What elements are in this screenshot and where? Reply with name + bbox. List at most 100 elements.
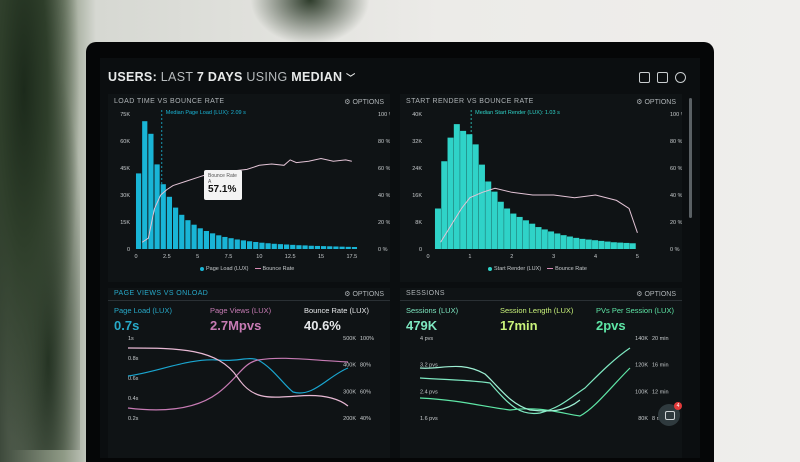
- options-button[interactable]: OPTIONS: [344, 290, 384, 298]
- chat-button[interactable]: 4: [658, 402, 682, 426]
- y2-tick-label: 140K: [635, 336, 648, 342]
- chart-bar: [585, 239, 592, 249]
- y-tick-label: 2.4 pvs: [420, 389, 438, 395]
- legend-item: Start Render (LUX): [494, 266, 542, 272]
- chart-bar: [541, 229, 548, 249]
- chart-bar: [497, 201, 504, 249]
- chart-bar: [441, 161, 448, 249]
- chart-bar: [320, 246, 327, 249]
- monitor-icon[interactable]: [639, 72, 650, 83]
- options-button[interactable]: OPTIONS: [344, 98, 384, 106]
- chart-bar: [166, 196, 173, 249]
- chart-bar: [333, 246, 339, 249]
- y-tick-label: 60K: [120, 139, 130, 145]
- tooltip-value: 57.1%: [208, 184, 237, 195]
- y2-tick-label: 80 %: [378, 139, 390, 145]
- y-tick-label: 8K: [415, 220, 422, 226]
- metric-value: 17min: [500, 318, 538, 333]
- chart-bar: [485, 181, 492, 249]
- chart-bar: [283, 244, 290, 249]
- legend-swatch: [547, 268, 554, 270]
- y-tick-label: 3.2 pvs: [420, 363, 438, 369]
- x-tick-label: 3: [552, 254, 555, 260]
- chevron-down-icon[interactable]: ﹀: [346, 73, 356, 83]
- metric-label: Page Views (LUX): [210, 306, 272, 315]
- x-tick-label: 5: [196, 254, 199, 260]
- chart-bar: [472, 144, 479, 249]
- chart-bar: [447, 137, 454, 249]
- chart-bar: [216, 235, 222, 249]
- chart-bar: [191, 224, 197, 249]
- chart-bar: [259, 242, 265, 249]
- chart-bar: [548, 231, 555, 249]
- scrollbar[interactable]: [689, 98, 692, 218]
- y2-tick-label: 60 %: [378, 166, 390, 172]
- y-tick-label: 0.4s: [128, 396, 139, 402]
- y-tick-label: 1s: [128, 336, 134, 342]
- page-views-panel: PAGE VIEWS VS ONLOAD OPTIONS Page Load (…: [108, 288, 390, 458]
- options-button[interactable]: OPTIONS: [636, 290, 676, 298]
- y-tick-label: 16K: [412, 193, 422, 199]
- options-button[interactable]: OPTIONS: [636, 98, 676, 106]
- y3-tick-label: 60%: [360, 389, 371, 395]
- y3-tick-label: 16 min: [652, 363, 669, 369]
- chart-bar: [246, 241, 253, 249]
- x-tick-label: 0: [134, 254, 137, 260]
- chart-bar: [253, 241, 259, 249]
- chart-bar: [135, 173, 142, 249]
- chart-bar: [172, 207, 179, 249]
- y2-tick-label: 400K: [343, 363, 356, 369]
- metric-label: Page Load (LUX): [114, 306, 172, 315]
- x-tick-label: 2: [510, 254, 513, 260]
- y3-tick-label: 12 min: [652, 389, 669, 395]
- help-icon[interactable]: [675, 72, 686, 83]
- title-aggregate: MEDIAN: [291, 70, 343, 84]
- metric-value: 40.6%: [304, 318, 341, 333]
- chart-bar: [554, 233, 561, 249]
- chart-bar: [308, 245, 314, 249]
- chart-bar: [327, 246, 333, 249]
- load-time-chart: 75K 100 % 60K 80 % 45K 60 % 30K 40 % 15K 20 % 0 0 %…: [120, 110, 390, 260]
- chart-bar: [234, 239, 240, 249]
- chart-bar: [185, 220, 191, 249]
- chart-bar: [510, 213, 517, 249]
- sessions-chart: 4 pvs 3.2 pvs 2.4 pvs 1.6 pvs 140K 20 min 120K…: [419, 336, 669, 422]
- series-line: [419, 367, 631, 417]
- legend-item: Bounce Rate: [262, 266, 295, 272]
- chart-bar: [535, 227, 542, 249]
- background-plant: [0, 0, 80, 450]
- chart-bar: [566, 236, 573, 249]
- dashboard-screen: USERS: LAST 7 DAYS USING MEDIAN ﹀ LOAD T…: [100, 58, 700, 458]
- legend-swatch: [254, 268, 261, 270]
- chart-bar: [504, 208, 511, 249]
- y-tick-label: 0.8s: [128, 356, 139, 362]
- legend-swatch: [200, 266, 204, 271]
- y2-tick-label: 100 %: [670, 112, 682, 118]
- y-tick-label: 0.6s: [128, 376, 139, 382]
- series-line: [127, 357, 349, 411]
- y2-tick-label: 20 %: [670, 220, 682, 226]
- series-line: [419, 347, 631, 415]
- chart-bar: [314, 245, 321, 249]
- metric-label: Sessions (LUX): [406, 306, 459, 315]
- metric-label: Bounce Rate (LUX): [304, 306, 370, 315]
- y2-tick-label: 80K: [638, 416, 648, 422]
- y-tick-label: 1.6 pvs: [420, 416, 438, 422]
- chart-legend: Start Render (LUX) Bounce Rate: [488, 266, 587, 272]
- legend-swatch: [488, 266, 492, 271]
- image-icon[interactable]: [657, 72, 668, 83]
- chart-bar: [598, 240, 605, 249]
- x-tick-label: 7.5: [225, 254, 233, 260]
- chart-bar: [478, 164, 485, 249]
- y2-tick-label: 0 %: [378, 247, 388, 253]
- metric-value: 479K: [406, 318, 438, 333]
- y2-tick-label: 60 %: [670, 166, 682, 172]
- panel-title: START RENDER VS BOUNCE RATE: [406, 98, 534, 105]
- page-title[interactable]: USERS: LAST 7 DAYS USING MEDIAN ﹀: [108, 70, 355, 84]
- x-tick-label: 10: [256, 254, 262, 260]
- page-views-chart: 1s 0.8s 0.6s 0.4s 0.2s 500K 100% 400K 80% 300K 60%…: [127, 336, 374, 422]
- y-tick-label: 32K: [412, 139, 422, 145]
- chart-bar: [339, 246, 345, 249]
- chart-bar: [209, 233, 216, 249]
- chart-bar: [240, 240, 247, 249]
